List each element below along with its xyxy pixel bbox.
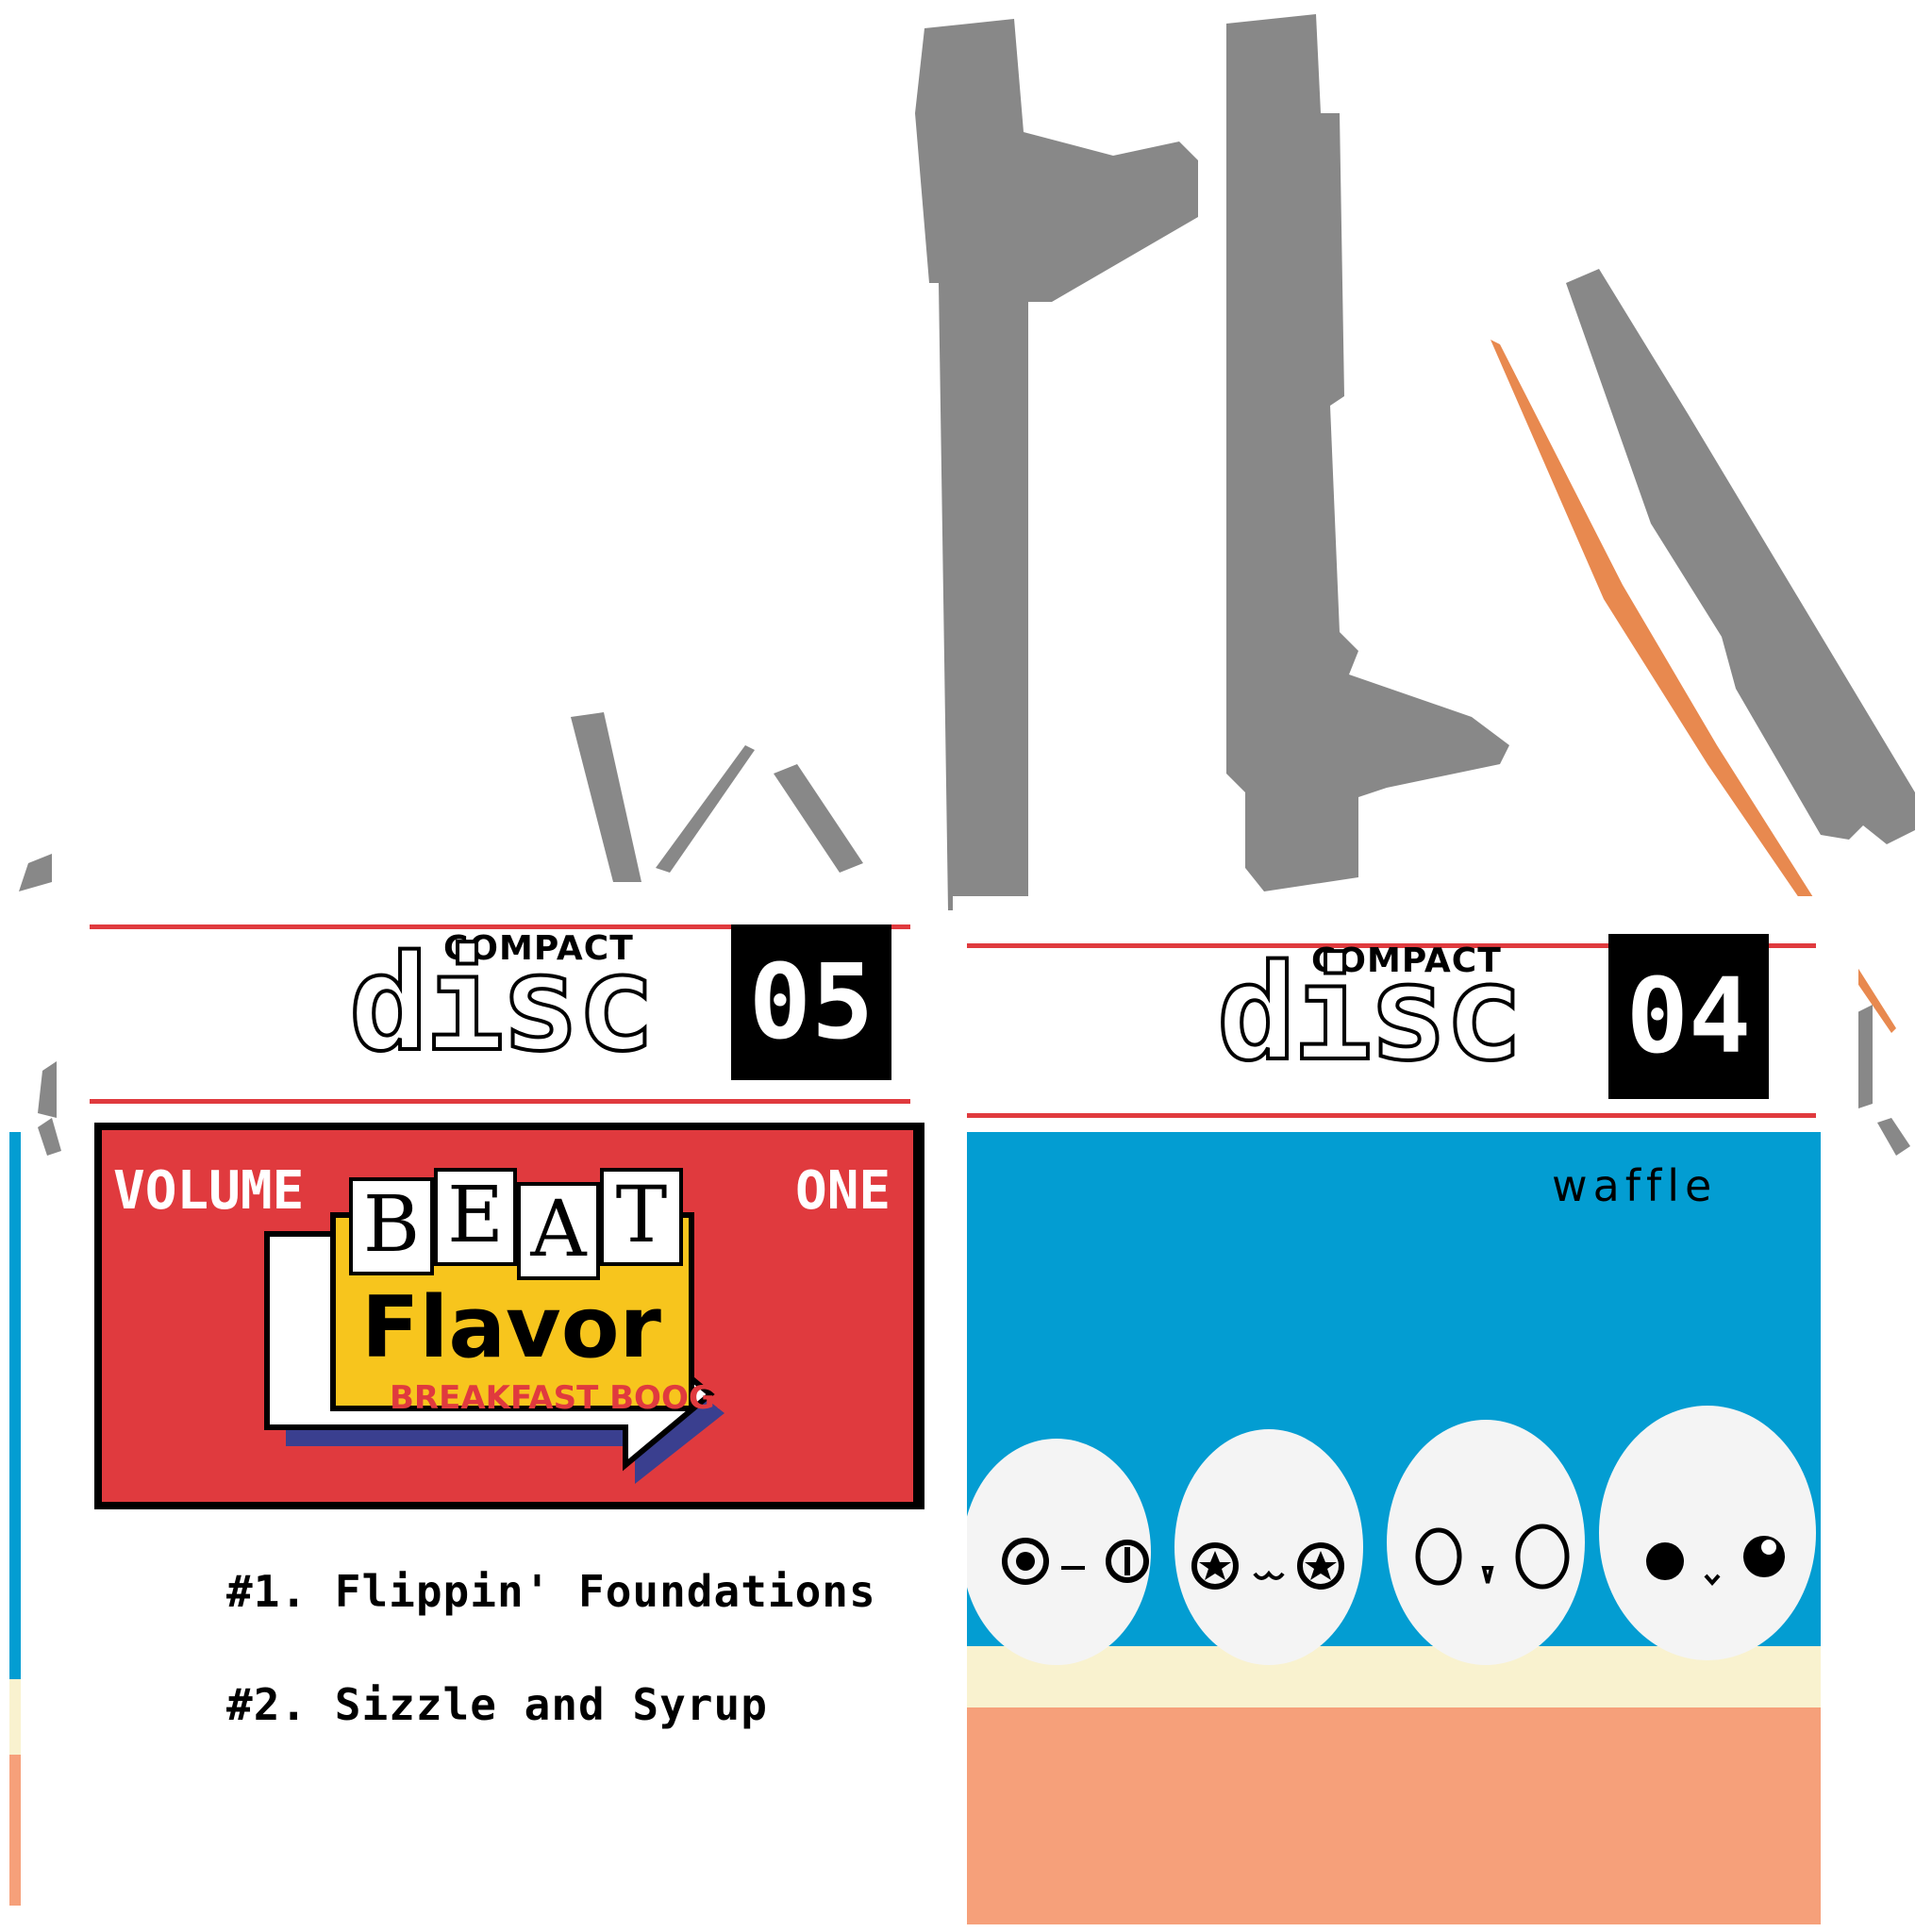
compact-disc-04[interactable]: COMPACT disc 04 waffle bbox=[953, 896, 1858, 1924]
stick-2 bbox=[656, 745, 755, 873]
disc-label: disc bbox=[347, 927, 658, 1081]
middle-rule bbox=[967, 1113, 1816, 1118]
compact-label: COMPACT bbox=[1311, 941, 1502, 980]
compact-disc-05[interactable]: COMPACT disc 05 VOLUME ONE BREAKFAST BOO… bbox=[66, 901, 934, 1929]
disc-label: disc bbox=[1215, 937, 1525, 1091]
album-cover-beat-flavor: VOLUME ONE BREAKFAST BOOGIE Flavor B E A… bbox=[94, 1123, 924, 1509]
stand-post-right bbox=[1226, 14, 1509, 891]
left-edge-cover bbox=[9, 1132, 21, 1679]
orange-edge-stripe bbox=[1491, 340, 1896, 1033]
logo-tile-b: B bbox=[349, 1177, 434, 1275]
middle-rule bbox=[90, 1099, 910, 1104]
one-label: ONE bbox=[795, 1160, 891, 1222]
fragment-3 bbox=[38, 1118, 61, 1156]
stick-1 bbox=[571, 712, 641, 882]
egg-4 bbox=[1599, 1406, 1816, 1660]
logo-tile-e: E bbox=[434, 1168, 517, 1266]
disc-number: 05 bbox=[731, 924, 891, 1080]
top-rule bbox=[967, 943, 1816, 948]
fragment-5 bbox=[1877, 1118, 1910, 1156]
compact-label: COMPACT bbox=[443, 929, 634, 968]
eggs-illustration bbox=[967, 1406, 1821, 1924]
logo-tile-a: A bbox=[517, 1182, 600, 1280]
egg-1 bbox=[967, 1439, 1151, 1665]
egg-2 bbox=[1174, 1429, 1363, 1665]
track-2[interactable]: #2. Sizzle and Syrup bbox=[226, 1679, 768, 1730]
disc-number: 04 bbox=[1608, 934, 1769, 1099]
volume-label: VOLUME bbox=[113, 1160, 305, 1222]
egg-3 bbox=[1387, 1420, 1585, 1665]
top-rule bbox=[90, 924, 910, 929]
logo-tagline: BREAKFAST BOOGIE bbox=[390, 1379, 749, 1417]
cover-background: VOLUME ONE BREAKFAST BOOGIE Flavor B E A… bbox=[102, 1130, 913, 1502]
stand-bar-diagonal bbox=[1566, 269, 1915, 844]
stand-post-left bbox=[915, 19, 1198, 910]
cover-title: waffle bbox=[1552, 1160, 1718, 1211]
stick-3 bbox=[774, 764, 863, 873]
logo-script: Flavor bbox=[361, 1278, 662, 1377]
fragment-1 bbox=[19, 854, 52, 891]
track-1[interactable]: #1. Flippin' Foundations bbox=[226, 1566, 876, 1617]
album-cover-waffle: waffle bbox=[967, 1132, 1821, 1924]
fragment-2 bbox=[38, 1061, 57, 1118]
logo-tile-t: T bbox=[600, 1168, 683, 1266]
